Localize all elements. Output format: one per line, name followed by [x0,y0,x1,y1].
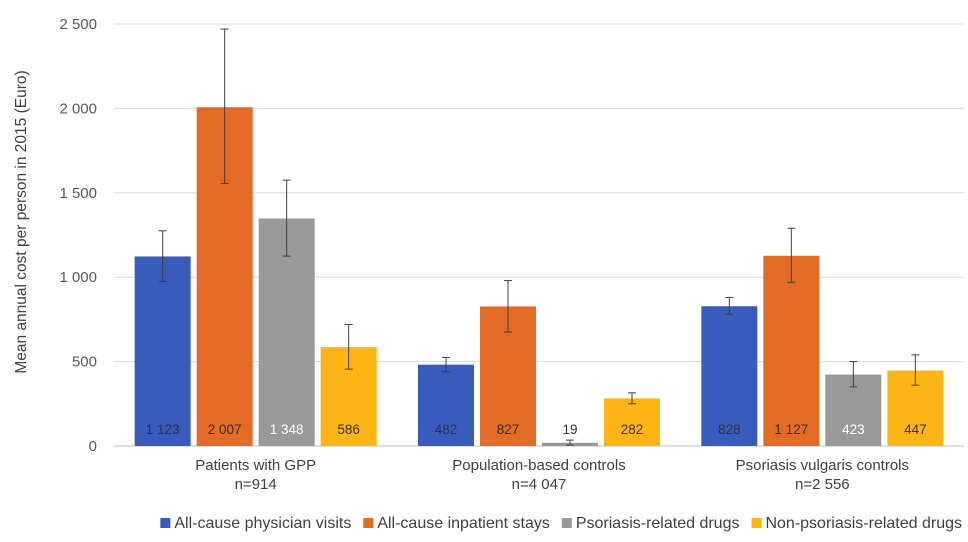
y-tick-label: 2 000 [59,100,97,117]
y-tick-label: 2 500 [59,16,97,33]
y-tick-label: 500 [72,354,97,371]
y-tick-label: 1 000 [59,269,97,286]
bar [701,306,758,446]
bar-value-label: 423 [842,422,865,437]
bar-value-label: 447 [904,422,927,437]
x-category-count: n=4 047 [512,476,567,493]
bar-value-label: 1 127 [774,422,808,437]
bar [134,256,191,446]
x-category-label: Population-based controls [452,457,625,474]
y-tick-label: 0 [89,438,97,455]
bar-value-label: 1 348 [270,422,304,437]
legend-swatch [160,518,171,528]
bar-value-label: 1 123 [146,422,180,437]
legend-swatch [751,518,762,528]
y-axis-title: Mean annual cost per person in 2015 (Eur… [13,70,30,373]
gridlines [114,23,964,447]
bar-value-label: 2 007 [208,422,242,437]
y-tick-label: 1 500 [59,185,97,202]
x-category-count: n=2 556 [795,476,850,493]
legend-swatch [561,518,572,528]
bar-value-label: 282 [621,422,644,437]
legend-swatch [363,518,374,528]
bar-value-label: 482 [435,422,458,437]
x-axis-category-labels: Patients with GPP n=914 Population-based c… [195,457,909,493]
bars [134,107,944,447]
legend-entry: Non-psoriasis-related drugs [765,515,962,532]
bar [418,364,474,446]
bar-value-label: 586 [337,422,360,437]
x-category-label: Psoriasis vulgaris controls [736,457,909,474]
x-category-count: n=914 [235,476,277,493]
y-axis-tick-labels: 0 500 1 000 1 500 2 000 2 500 [59,16,97,455]
legend: All-cause physician visits All-cause inpa… [160,515,962,532]
bar [604,398,660,446]
bar-value-label: 827 [497,422,520,437]
legend-entry: All-cause inpatient stays [377,515,550,532]
bar [763,255,820,446]
x-category-label: Patients with GPP [195,457,316,474]
bar-value-labels: 1 123 2 007 1 348 586 482 827 19 282 828 1 127 423… [146,422,927,437]
bar-value-label: 19 [562,422,577,437]
legend-entry: Psoriasis-related drugs [576,515,740,532]
bar-value-label: 828 [718,422,741,437]
legend-entry: All-cause physician visits [174,515,351,532]
error-bars [158,28,920,446]
